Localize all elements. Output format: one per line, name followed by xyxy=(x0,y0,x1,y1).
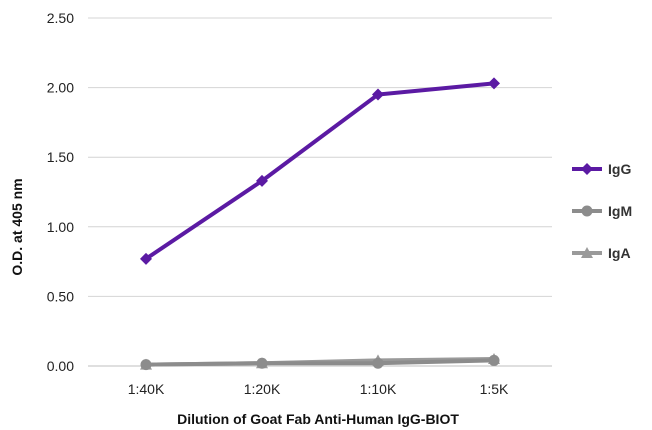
data-point-igm xyxy=(256,357,268,369)
y-tick-labels: 0.00 0.50 1.00 1.50 2.00 2.50 xyxy=(47,10,74,374)
y-axis-title: O.D. at 405 nm xyxy=(9,178,25,275)
data-point-igm xyxy=(372,357,384,369)
legend-marker-iga xyxy=(581,247,593,258)
legend-marker-igm xyxy=(581,205,593,217)
y-tick-label: 2.00 xyxy=(47,80,74,96)
y-tick-label: 0.00 xyxy=(47,358,74,374)
series-lines xyxy=(140,77,500,371)
series-line-igm xyxy=(145,358,495,367)
y-tick-label: 0.50 xyxy=(47,288,74,304)
x-tick-label: 1:5K xyxy=(480,381,509,397)
legend-label-igm: IgM xyxy=(608,203,632,219)
y-tick-label: 1.50 xyxy=(47,149,74,165)
gridlines xyxy=(88,17,552,367)
y-tick-label: 2.50 xyxy=(47,10,74,26)
data-point-igg xyxy=(372,88,384,101)
x-tick-label: 1:20K xyxy=(244,381,281,397)
data-point-igg xyxy=(140,252,152,265)
legend-label-igg: IgG xyxy=(608,161,631,177)
x-tick-label: 1:10K xyxy=(360,381,397,397)
data-point-igg xyxy=(488,77,500,90)
legend-label-iga: IgA xyxy=(608,245,631,261)
data-point-igm xyxy=(140,359,152,371)
y-tick-label: 1.00 xyxy=(47,219,74,235)
series-line-igg xyxy=(144,81,495,261)
data-point-igg xyxy=(256,174,268,187)
x-axis-title: Dilution of Goat Fab Anti-Human IgG-BIOT xyxy=(177,411,459,427)
x-tick-label: 1:40K xyxy=(128,381,165,397)
legend: IgG IgM IgA xyxy=(572,161,632,261)
data-point-igm xyxy=(488,354,500,366)
legend-marker-igg xyxy=(581,163,593,175)
x-tick-labels: 1:40K 1:20K 1:10K 1:5K xyxy=(128,381,509,397)
